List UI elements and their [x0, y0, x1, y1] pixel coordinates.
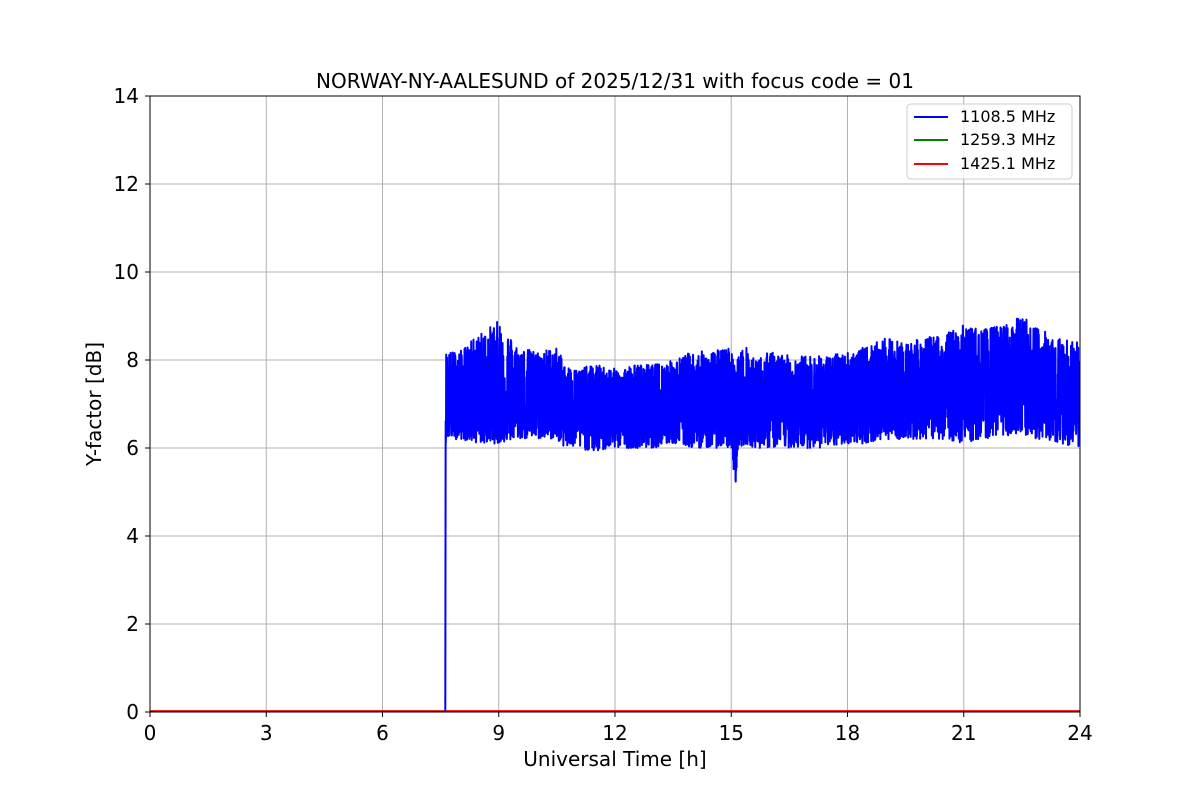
chart-title: NORWAY-NY-AALESUND of 2025/12/31 with fo…	[316, 69, 914, 93]
y-tick-label: 12	[114, 172, 139, 196]
series-layer	[150, 317, 1080, 712]
x-tick-label: 24	[1067, 721, 1092, 745]
y-tick-label: 2	[126, 612, 139, 636]
x-tick-label: 0	[144, 721, 157, 745]
y-tick-label: 0	[126, 700, 139, 724]
legend-label-1425: 1425.1 MHz	[960, 154, 1055, 173]
x-tick-label: 3	[260, 721, 273, 745]
x-axis-label: Universal Time [h]	[523, 747, 706, 771]
x-tick-label: 18	[835, 721, 860, 745]
y-tick-label: 14	[114, 84, 139, 108]
y-axis-label: Y-factor [dB]	[82, 342, 106, 467]
x-tick-label: 6	[376, 721, 389, 745]
x-tick-label: 21	[951, 721, 976, 745]
y-tick-label: 10	[114, 260, 139, 284]
legend-label-1108: 1108.5 MHz	[960, 107, 1055, 126]
y-tick-label: 6	[126, 436, 139, 460]
x-tick-label: 15	[719, 721, 744, 745]
legend: 1108.5 MHz 1259.3 MHz 1425.1 MHz	[906, 103, 1073, 180]
legend-label-1259: 1259.3 MHz	[960, 130, 1055, 149]
y-tick-label: 8	[126, 348, 139, 372]
y-tick-label: 4	[126, 524, 139, 548]
series-line-0	[150, 317, 1080, 712]
x-tick-label: 12	[602, 721, 627, 745]
x-tick-label: 9	[492, 721, 505, 745]
legend-box	[906, 103, 1073, 180]
